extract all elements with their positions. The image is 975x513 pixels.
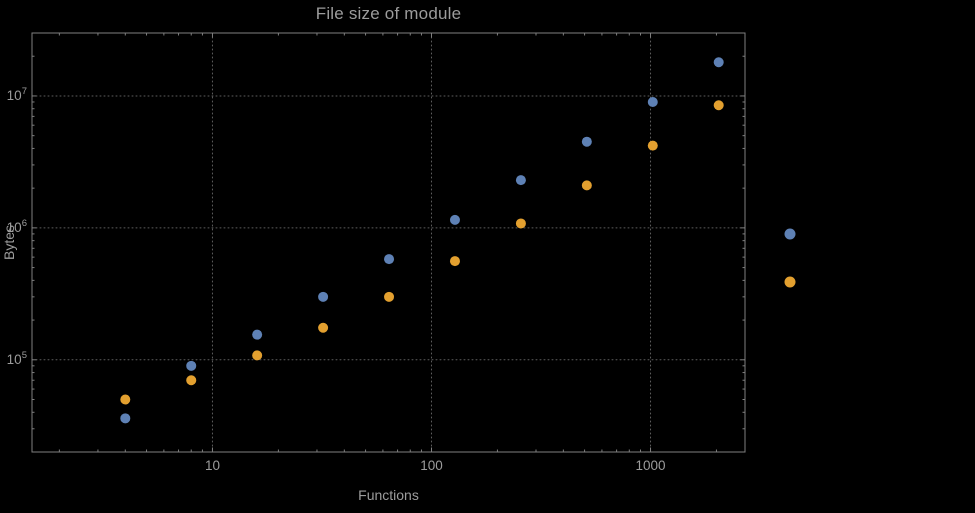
- y-tick-label: 107: [7, 86, 27, 103]
- x-tick-label: 10: [205, 458, 220, 473]
- data-point-blue: [713, 57, 724, 68]
- data-point-orange: [581, 180, 592, 191]
- x-axis-label: Functions: [358, 487, 419, 503]
- data-point-blue: [186, 360, 197, 371]
- data-point-orange: [252, 350, 263, 361]
- data-point-blue: [318, 291, 329, 302]
- y-tick-label: 106: [7, 218, 27, 235]
- data-point-orange: [120, 394, 131, 405]
- data-point-orange: [713, 100, 724, 111]
- data-point-orange: [318, 322, 329, 333]
- legend-marker-blue: [784, 228, 796, 240]
- y-tick-label: 105: [7, 350, 27, 367]
- data-point-orange: [384, 291, 395, 302]
- data-point-blue: [384, 254, 395, 265]
- data-point-orange: [647, 140, 658, 151]
- x-tick-label: 100: [420, 458, 443, 473]
- data-point-blue: [647, 96, 658, 107]
- data-point-blue: [449, 214, 460, 225]
- data-point-blue: [515, 175, 526, 186]
- data-point-blue: [252, 329, 263, 340]
- x-tick-label: 1000: [635, 458, 665, 473]
- data-point-blue: [581, 136, 592, 147]
- plot-title: File size of module: [315, 4, 462, 23]
- data-point-orange: [449, 256, 460, 267]
- data-point-orange: [186, 375, 197, 386]
- plot-frame: [31, 32, 746, 453]
- legend-marker-orange: [784, 276, 796, 288]
- data-point-blue: [120, 413, 131, 424]
- data-point-orange: [515, 218, 526, 229]
